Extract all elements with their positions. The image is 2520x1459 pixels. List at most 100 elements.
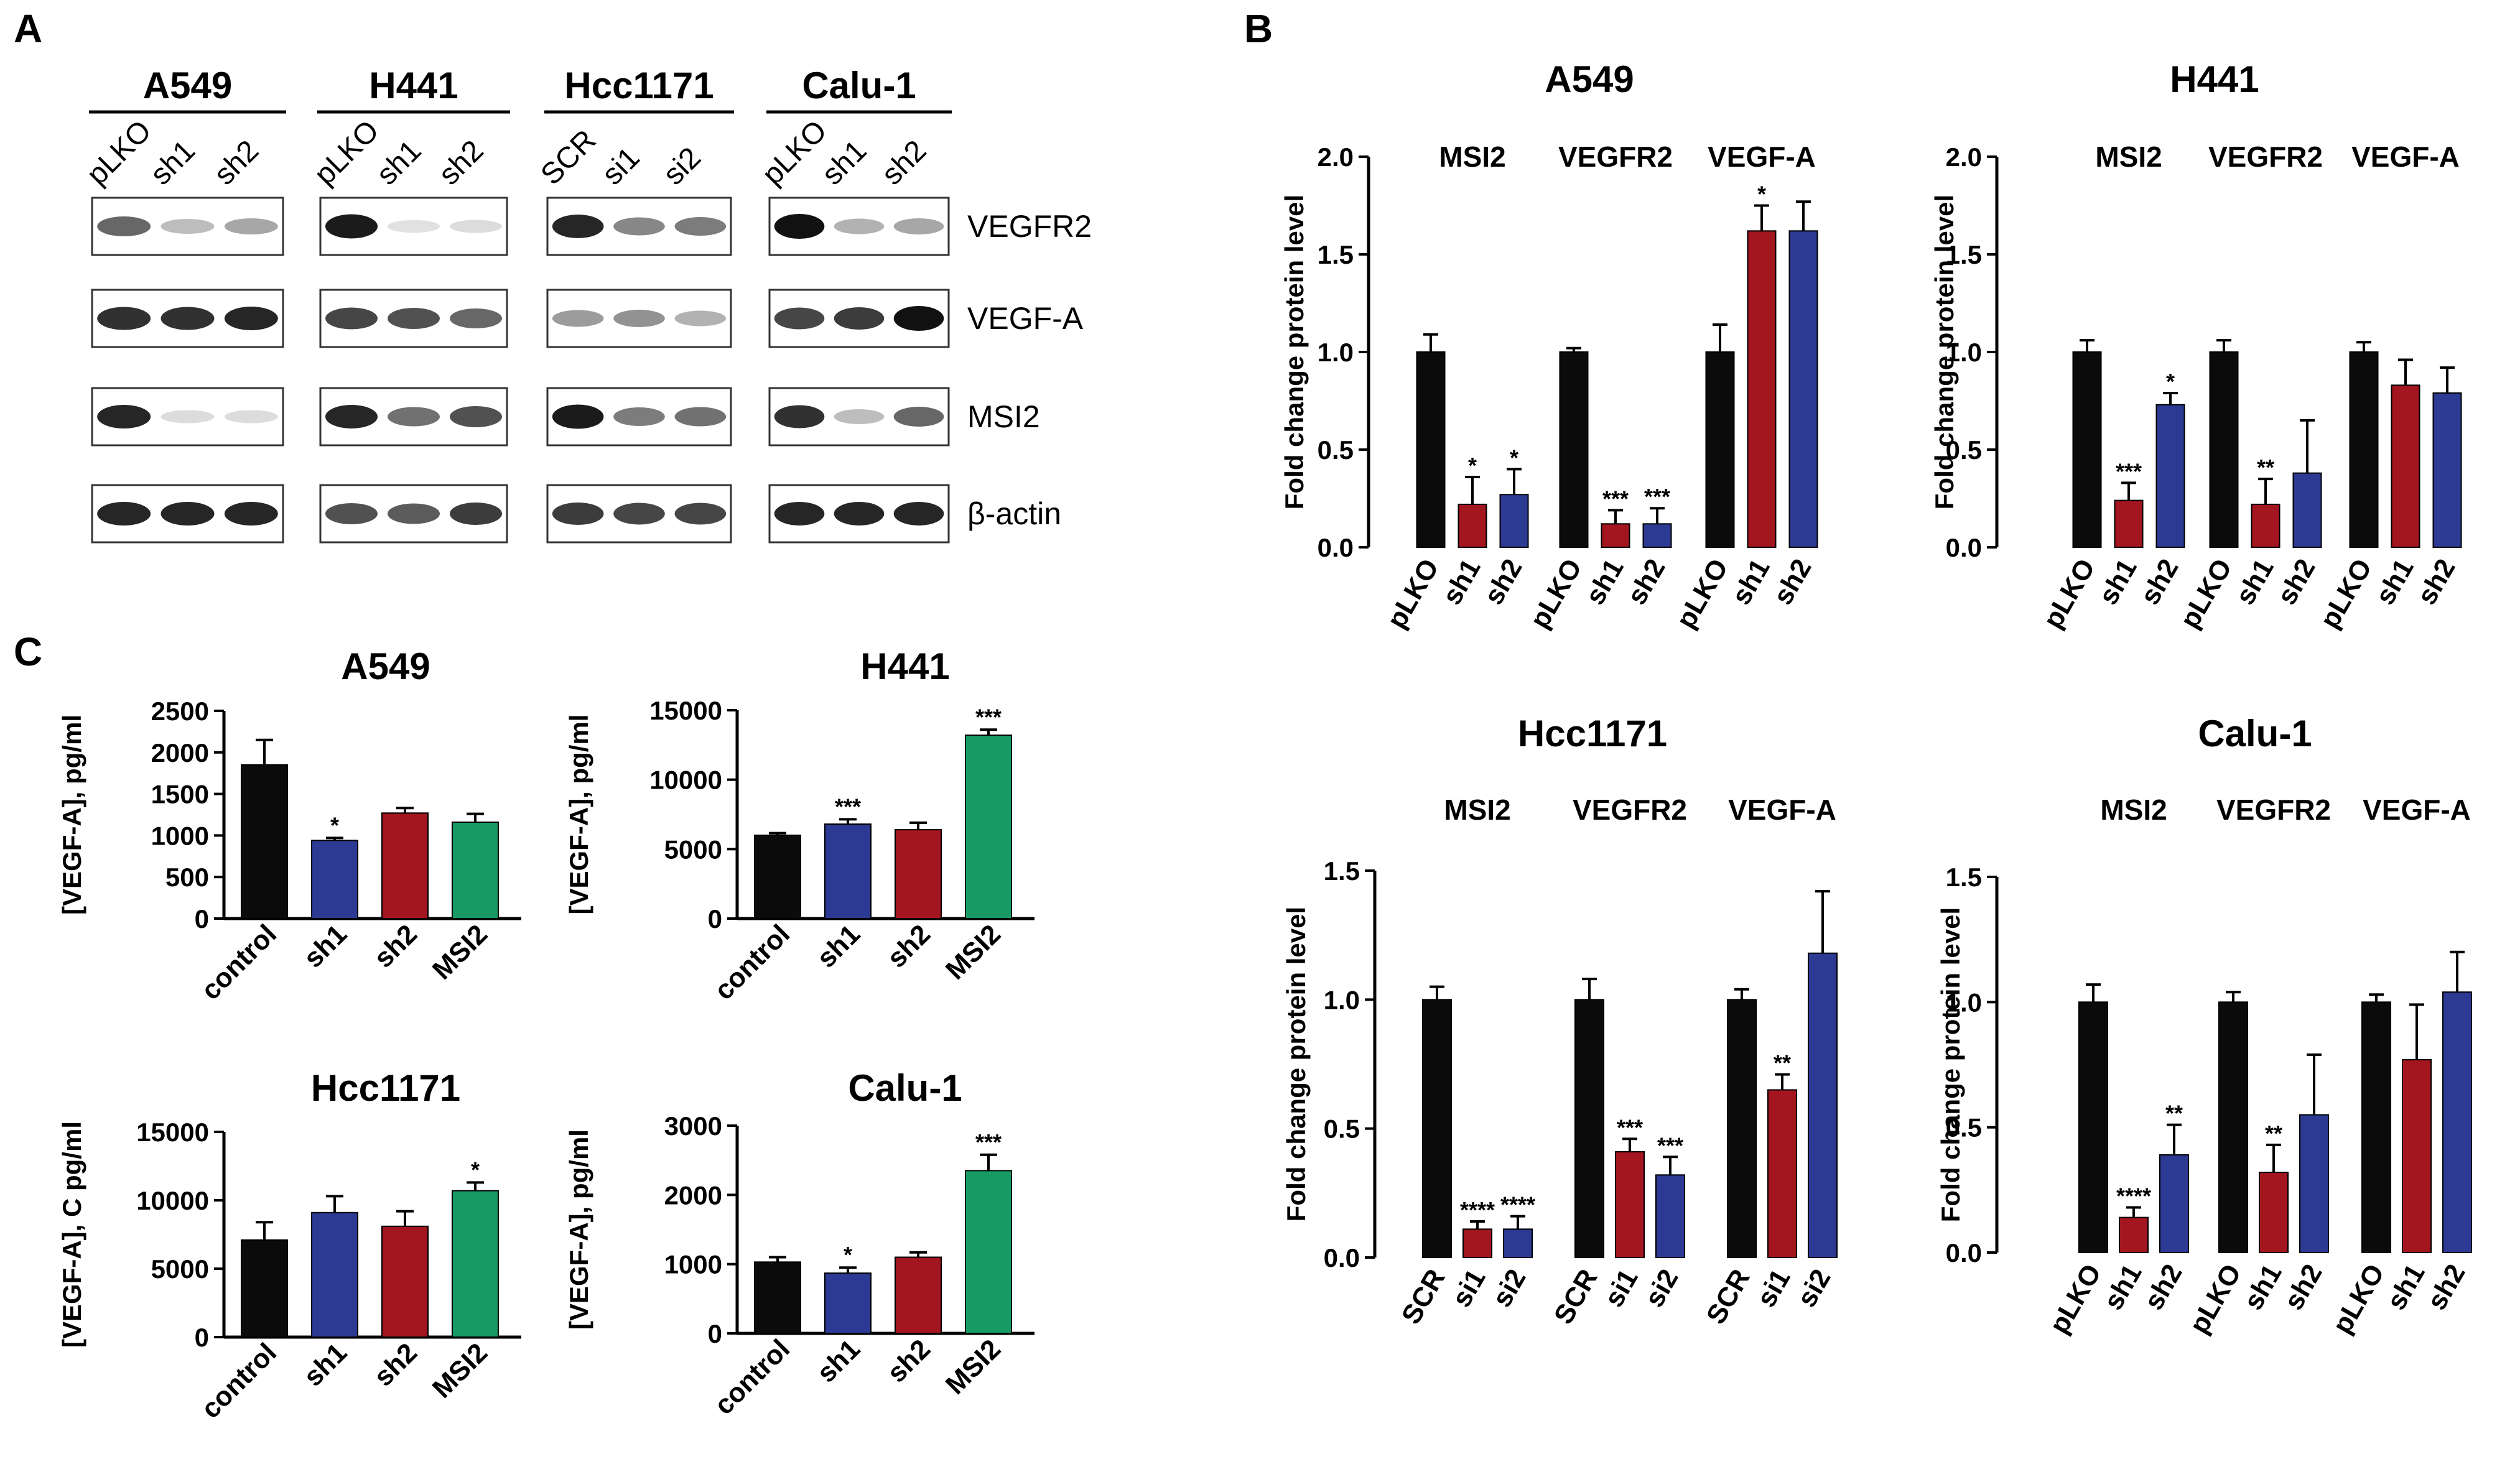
protein-band <box>160 410 215 424</box>
y-tick-label: 0.5 <box>1946 1113 1982 1142</box>
x-tick-label: sh1 <box>2229 554 2279 610</box>
x-tick-label: si1 <box>1751 1264 1797 1312</box>
protein-band <box>97 502 151 526</box>
x-tick-label: sh2 <box>881 919 936 973</box>
group-label: VEGFR2 <box>1558 141 1673 173</box>
y-tick-label: 2000 <box>664 1180 722 1210</box>
y-tick-label: 2000 <box>151 738 209 767</box>
bar <box>2072 351 2102 548</box>
lane-label: pLKO <box>80 114 157 192</box>
chart-title: H441 <box>2170 58 2259 100</box>
y-tick-label: 1.0 <box>1946 338 1982 367</box>
x-tick-label: sh2 <box>1478 554 1528 610</box>
significance-marker: **** <box>1460 1197 1495 1223</box>
bar <box>1642 523 1672 549</box>
blot-title: Hcc1171 <box>564 65 714 106</box>
significance-marker: * <box>1510 445 1518 470</box>
protein-band <box>893 407 944 427</box>
protein-band <box>97 405 151 428</box>
y-tick-label: 15000 <box>649 696 722 725</box>
bar <box>1416 351 1446 548</box>
chart-title: A549 <box>1545 58 1634 100</box>
x-tick-label: sh2 <box>2134 554 2184 610</box>
protein-band <box>388 407 440 427</box>
protein-band <box>674 407 727 427</box>
protein-band <box>834 218 885 234</box>
protein-band <box>160 502 215 526</box>
x-tick-label: MSI2 <box>427 919 493 985</box>
protein-band <box>552 404 604 429</box>
y-tick-label: 1500 <box>151 780 209 809</box>
y-axis-title: Fold change protein level <box>1281 907 1311 1221</box>
bar <box>2155 404 2185 549</box>
protein-band <box>613 407 665 426</box>
bar <box>895 1256 942 1334</box>
protein-label: VEGF-A <box>967 301 1084 336</box>
protein-band <box>613 310 665 327</box>
x-tick-label: sh2 <box>1767 554 1817 610</box>
protein-band <box>552 310 604 327</box>
y-tick-label: 0.0 <box>1318 533 1354 562</box>
y-tick-label: 0 <box>195 1323 209 1352</box>
x-tick-label: sh1 <box>1579 554 1629 610</box>
bar <box>311 1211 358 1338</box>
y-tick-label: 2.0 <box>1318 142 1354 172</box>
x-tick-label: sh2 <box>2411 554 2461 610</box>
y-tick-label: 5000 <box>664 835 722 864</box>
chart-panel-c: H441[VEGF-A], pg/ml050001000015000contro… <box>564 646 1035 1006</box>
significance-marker: **** <box>2116 1183 2151 1209</box>
x-tick-label: MSI2 <box>427 1337 493 1404</box>
bar <box>824 1272 872 1335</box>
y-axis-title: Fold change protein level <box>1936 907 1965 1222</box>
bar <box>965 1170 1012 1335</box>
y-tick-label: 500 <box>165 863 209 892</box>
y-tick-label: 1000 <box>151 821 209 850</box>
y-tick-label: 10000 <box>136 1186 209 1215</box>
chart-panel-b: A549 Fold change protein level 0.0 0.5 1.0 1.… <box>1280 58 1818 634</box>
chart-panel-c: Hcc1171[VEGF-A], C pg/ml 050001000015000c… <box>57 1067 521 1425</box>
x-tick-label: pLKO <box>2037 554 2101 634</box>
protein-band <box>325 214 378 239</box>
y-tick-label: 0.5 <box>1946 435 1982 465</box>
bar <box>2442 991 2472 1254</box>
protein-band <box>674 310 727 327</box>
bar <box>1422 999 1452 1259</box>
x-tick-label: pLKO <box>1524 554 1588 634</box>
significance-marker: *** <box>1644 484 1670 509</box>
x-tick-label: sh1 <box>2098 1259 2147 1315</box>
blot-title: Calu-1 <box>802 65 916 106</box>
bar <box>2259 1172 2289 1253</box>
bar <box>311 840 358 920</box>
bar <box>2114 499 2144 549</box>
protein-label: β-actin <box>967 496 1061 531</box>
bar <box>965 734 1012 919</box>
significance-marker: * <box>471 1157 480 1182</box>
protein-band <box>97 216 151 236</box>
lane-label: sh2 <box>875 134 932 192</box>
protein-band <box>774 214 825 239</box>
protein-label: MSI2 <box>967 399 1040 434</box>
bar <box>381 1225 429 1338</box>
protein-band <box>224 410 278 424</box>
x-tick-label: pLKO <box>2174 554 2238 634</box>
bar <box>2292 472 2322 548</box>
bar <box>1727 999 1757 1259</box>
x-tick-label: SCR <box>1396 1264 1451 1330</box>
chart-title: Calu-1 <box>2198 713 2312 754</box>
significance-marker: **** <box>1500 1192 1535 1218</box>
y-tick-label: 0.0 <box>1946 533 1982 562</box>
bar <box>2078 1001 2108 1254</box>
bar <box>1574 999 1604 1259</box>
chart-panel-b: H441 Fold change protein level 0.0 0.5 1.0 1.… <box>1930 58 2462 634</box>
protein-band <box>160 219 215 234</box>
group-label: VEGFR2 <box>1573 794 1687 826</box>
x-tick-label: sh2 <box>881 1333 936 1388</box>
protein-band <box>893 306 944 331</box>
y-tick-label: 10000 <box>649 766 722 795</box>
protein-band <box>224 218 278 234</box>
bar <box>1705 351 1735 548</box>
x-tick-label: sh1 <box>298 1337 353 1392</box>
bar <box>1559 351 1589 548</box>
panel-label-a: A <box>14 6 42 51</box>
